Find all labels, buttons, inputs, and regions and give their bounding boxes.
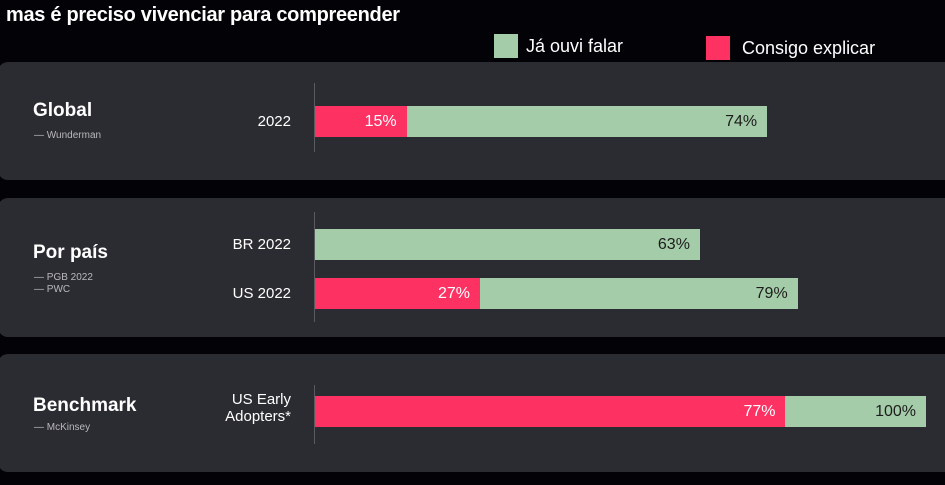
data-label-explain: 77% <box>743 403 776 420</box>
data-label-heard: 79% <box>755 285 788 302</box>
group-title: Global <box>33 100 93 121</box>
legend-explain: Consigo explicar <box>706 36 875 60</box>
axis-line <box>314 212 315 322</box>
legend-label: Consigo explicar <box>742 37 876 58</box>
data-label-explain: 15% <box>364 113 397 130</box>
legend-label: Já ouvi falar <box>526 35 624 56</box>
data-label-heard: 74% <box>725 113 758 130</box>
bar-explain: 77% <box>315 396 786 427</box>
row-label: US Early Adopters* <box>225 391 291 425</box>
chart-title: mas é preciso vivenciar para compreender <box>6 4 400 26</box>
legend-heard: Já ouvi falar <box>494 34 623 58</box>
group-source: — PWC <box>34 284 71 295</box>
panel-por-pa-s <box>0 198 945 337</box>
group-source: — McKinsey <box>34 422 91 433</box>
data-label-explain: 27% <box>437 285 470 302</box>
row-label: BR 2022 <box>232 236 291 253</box>
legend-swatch-heard <box>494 34 518 58</box>
legend-swatch-explain <box>706 36 730 60</box>
axis-line <box>314 83 315 152</box>
axis-line <box>314 385 315 444</box>
data-label-heard: 63% <box>657 236 690 253</box>
group-source: — PGB 2022 <box>34 272 93 283</box>
row-label: US 2022 <box>232 285 291 302</box>
bar-explain: 27% <box>315 278 480 309</box>
data-label-heard: 100% <box>875 403 916 420</box>
bar-heard: 63% <box>315 229 700 260</box>
row-label: 2022 <box>257 113 291 130</box>
group-source: — Wunderman <box>34 130 102 141</box>
bar-explain: 15% <box>315 106 407 137</box>
group-title: Por país <box>33 242 108 263</box>
group-title: Benchmark <box>33 395 137 416</box>
